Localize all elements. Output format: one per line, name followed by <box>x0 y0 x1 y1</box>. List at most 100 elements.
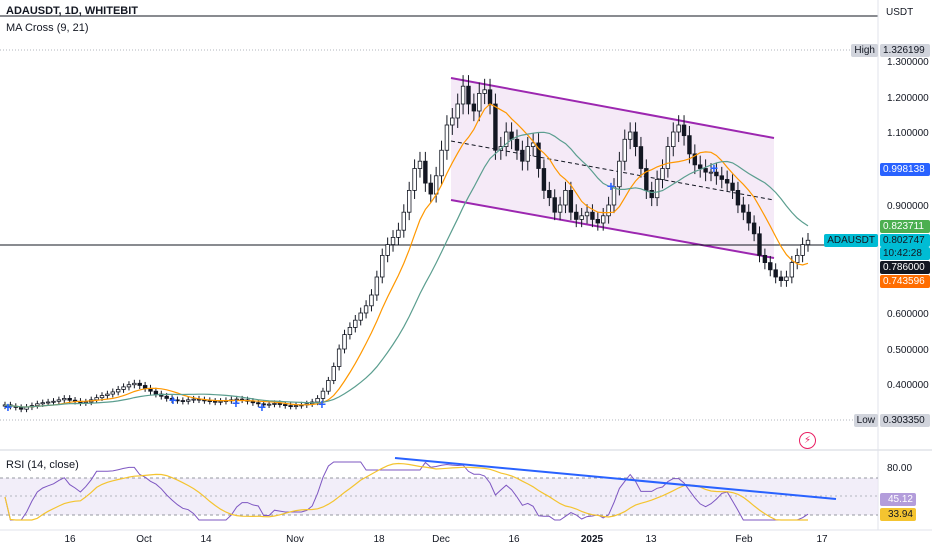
candle-body <box>746 211 751 224</box>
candle-body <box>520 149 525 162</box>
candle-body <box>514 138 520 151</box>
candle-body <box>428 182 433 195</box>
candle-body <box>579 215 584 220</box>
candle-body <box>563 189 568 206</box>
rsi-value-tag: 33.94 <box>880 508 916 521</box>
candle-body <box>164 395 169 399</box>
candle-body <box>568 189 574 213</box>
channel-upper-line <box>450 77 775 139</box>
price-tag: 1.326199 <box>880 44 930 57</box>
candle-body <box>40 402 45 405</box>
symbol-title: ADAUSDT, 1D, WHITEBIT <box>6 5 138 17</box>
price-tag: 0.823711 <box>880 220 930 233</box>
candle-body <box>487 89 493 105</box>
price-tick-label: 1.200000 <box>887 93 929 104</box>
candle-body <box>175 399 180 402</box>
time-tick-label: 17 <box>816 534 828 545</box>
time-tick-label: 14 <box>200 534 212 545</box>
candle-body <box>708 171 714 174</box>
candle-body <box>584 211 590 217</box>
candle-body <box>256 402 261 405</box>
candle-body <box>800 244 805 256</box>
candle-body <box>638 146 644 169</box>
candle-body <box>574 211 579 220</box>
price-tag: 0.303350 <box>880 414 930 427</box>
candle-body <box>681 124 687 137</box>
candle-body <box>644 168 649 191</box>
candle-body <box>35 403 40 406</box>
candle-body <box>18 406 24 410</box>
candle-body <box>617 160 622 188</box>
time-tick-label: Nov <box>286 534 304 545</box>
candle-body <box>773 269 778 278</box>
candle-body <box>649 189 654 199</box>
candle-body <box>789 262 795 278</box>
candle-body <box>493 103 498 151</box>
rsi-tick-label: 80.00 <box>887 463 912 474</box>
candle-body <box>406 189 412 213</box>
candle-body <box>536 142 541 169</box>
candle-body <box>466 85 471 105</box>
time-tick-label: Feb <box>735 534 753 545</box>
candle-body <box>417 160 423 169</box>
candle-body <box>805 239 811 245</box>
candle-body <box>450 117 455 126</box>
channel-lower-line <box>450 199 775 259</box>
candle-body <box>218 400 223 403</box>
candle-body <box>439 149 444 177</box>
candle-body <box>369 294 374 307</box>
candle-body <box>320 390 326 399</box>
candle-body <box>611 186 617 206</box>
candle-body <box>482 89 487 94</box>
time-tick-label: 18 <box>373 534 385 545</box>
candle-body <box>142 385 148 389</box>
currency-label: USDT <box>886 7 914 18</box>
candle-body <box>347 326 353 335</box>
candle-body <box>336 348 342 367</box>
candle-body <box>633 131 638 148</box>
candle-body <box>719 175 724 180</box>
time-tick-label: Oct <box>136 534 152 545</box>
candle-body <box>261 403 266 406</box>
candle-body <box>698 164 703 169</box>
candle-body <box>277 403 283 405</box>
candle-body <box>331 366 336 381</box>
candle-body <box>191 398 196 401</box>
indicator-title: MA Cross (9, 21) <box>6 22 89 34</box>
ma-cross-marker: + <box>169 392 177 408</box>
candle-body <box>380 254 385 278</box>
time-tick-label: 2025 <box>581 534 604 545</box>
ma-cross-marker: + <box>607 178 615 194</box>
candle-body <box>132 382 137 386</box>
candle-body <box>730 182 735 191</box>
candle-body <box>778 276 784 281</box>
candle-body <box>288 405 293 408</box>
candle-body <box>525 146 530 162</box>
candle-body <box>401 211 407 231</box>
candle-body <box>283 404 288 406</box>
candle-body <box>784 276 789 281</box>
candle-body <box>687 135 692 155</box>
price-tag: 0.743596 <box>880 275 930 288</box>
price-tick-label: 0.900000 <box>887 201 929 212</box>
candle-body <box>99 395 105 399</box>
flash-icon[interactable]: ⚡ <box>799 432 816 449</box>
candle-body <box>762 254 768 263</box>
candle-body <box>315 397 320 403</box>
candle-body <box>703 168 708 173</box>
time-tick-label: 13 <box>645 534 657 545</box>
candle-body <box>390 236 396 245</box>
rsi-value-tag: 45.12 <box>880 493 916 506</box>
candle-body <box>180 400 186 402</box>
candle-body <box>477 93 482 112</box>
candle-body <box>115 388 121 393</box>
candle-body <box>595 218 601 224</box>
candle-body <box>557 204 563 213</box>
price-tag-label: High <box>851 44 878 57</box>
candle-body <box>342 334 347 350</box>
candle-body <box>665 146 671 169</box>
time-tick-label: 16 <box>64 534 76 545</box>
candle-body <box>714 171 719 177</box>
